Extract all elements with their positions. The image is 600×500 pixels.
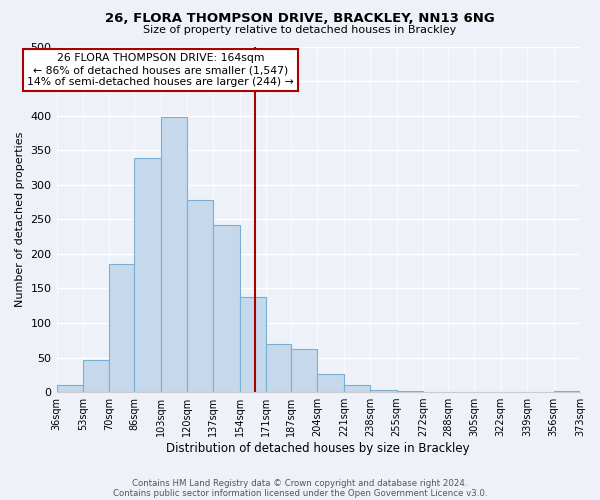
- Y-axis label: Number of detached properties: Number of detached properties: [15, 132, 25, 307]
- Bar: [554, 390, 580, 392]
- Bar: [109, 264, 134, 392]
- X-axis label: Distribution of detached houses by size in Brackley: Distribution of detached houses by size …: [166, 442, 470, 455]
- Bar: [187, 200, 214, 392]
- Bar: [161, 117, 187, 392]
- Text: Contains public sector information licensed under the Open Government Licence v3: Contains public sector information licen…: [113, 488, 487, 498]
- Bar: [83, 360, 109, 392]
- Text: Contains HM Land Registry data © Crown copyright and database right 2024.: Contains HM Land Registry data © Crown c…: [132, 478, 468, 488]
- Bar: [266, 344, 291, 392]
- Text: Size of property relative to detached houses in Brackley: Size of property relative to detached ho…: [143, 25, 457, 35]
- Text: 26 FLORA THOMPSON DRIVE: 164sqm
← 86% of detached houses are smaller (1,547)
14%: 26 FLORA THOMPSON DRIVE: 164sqm ← 86% of…: [27, 54, 294, 86]
- Bar: [214, 225, 240, 392]
- Bar: [240, 298, 266, 392]
- Bar: [370, 390, 397, 392]
- Bar: [317, 374, 344, 392]
- Bar: [291, 349, 317, 392]
- Bar: [344, 385, 370, 392]
- Text: 26, FLORA THOMPSON DRIVE, BRACKLEY, NN13 6NG: 26, FLORA THOMPSON DRIVE, BRACKLEY, NN13…: [105, 12, 495, 26]
- Bar: [134, 158, 161, 392]
- Bar: [56, 385, 83, 392]
